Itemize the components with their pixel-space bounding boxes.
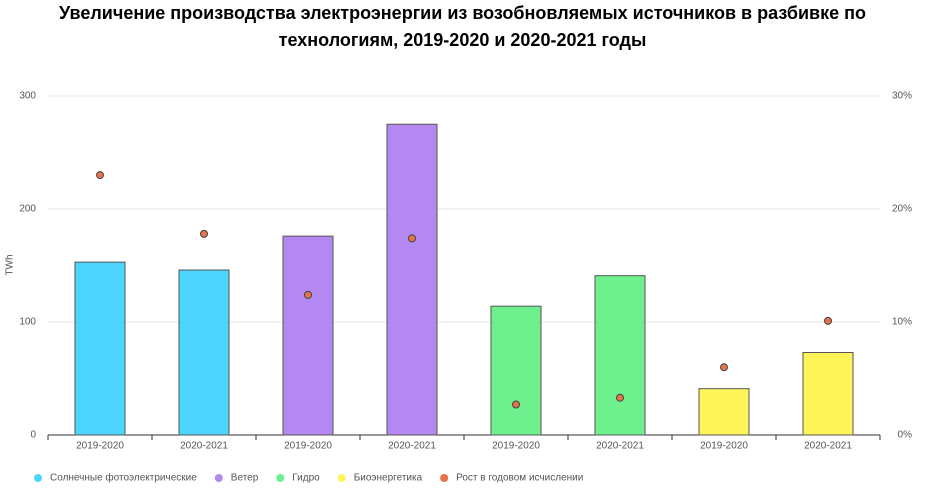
legend-label: Биоэнергетика xyxy=(354,473,423,484)
point xyxy=(200,229,208,238)
point xyxy=(824,316,832,325)
legend-marker xyxy=(276,474,285,482)
point xyxy=(304,290,312,299)
point xyxy=(408,234,416,243)
legend-marker xyxy=(337,474,346,482)
point xyxy=(616,393,624,402)
x-tick-label: 2020-2021 xyxy=(388,441,436,452)
bar xyxy=(802,352,854,436)
x-tick-label: 2020-2021 xyxy=(596,441,644,452)
y-tick-label: 100 xyxy=(19,317,36,328)
point xyxy=(512,400,520,409)
title-box: Увеличение производства электроэнергии и… xyxy=(0,0,925,54)
y2-tick-label: 20% xyxy=(892,204,912,215)
bar xyxy=(74,261,126,436)
legend-label: Гидро xyxy=(292,473,320,484)
bar xyxy=(698,388,750,436)
legend-marker xyxy=(214,474,223,482)
chart-title: Увеличение производства электроэнергии и… xyxy=(59,3,866,50)
legend-marker xyxy=(34,474,42,482)
y-tick-label: 300 xyxy=(19,91,36,102)
bar xyxy=(490,305,542,436)
x-tick-label: 2019-2020 xyxy=(76,441,124,452)
x-tick-label: 2019-2020 xyxy=(284,441,332,452)
y2-tick-label: 30% xyxy=(892,91,912,102)
bar xyxy=(594,275,646,436)
y-tick-label: 0 xyxy=(30,430,36,441)
point xyxy=(720,363,728,372)
legend-label: Рост в годовом исчислении xyxy=(456,473,583,484)
legend-label: Солнечные фотоэлектрические xyxy=(50,472,197,484)
bar xyxy=(386,123,438,436)
y2-tick-label: 10% xyxy=(892,317,912,328)
point xyxy=(96,171,104,180)
y2-tick-label: 0% xyxy=(898,430,913,441)
legend-label: Ветер xyxy=(231,473,259,484)
y-axis-label: TWh xyxy=(5,254,16,275)
x-tick-label: 2020-2021 xyxy=(180,441,228,452)
x-tick-label: 2019-2020 xyxy=(492,441,540,452)
bar xyxy=(282,235,334,436)
legend-marker xyxy=(440,474,449,482)
bar xyxy=(178,269,230,436)
x-tick-label: 2019-2020 xyxy=(700,441,748,452)
x-tick-label: 2020-2021 xyxy=(804,441,852,452)
y-tick-label: 200 xyxy=(19,204,36,215)
